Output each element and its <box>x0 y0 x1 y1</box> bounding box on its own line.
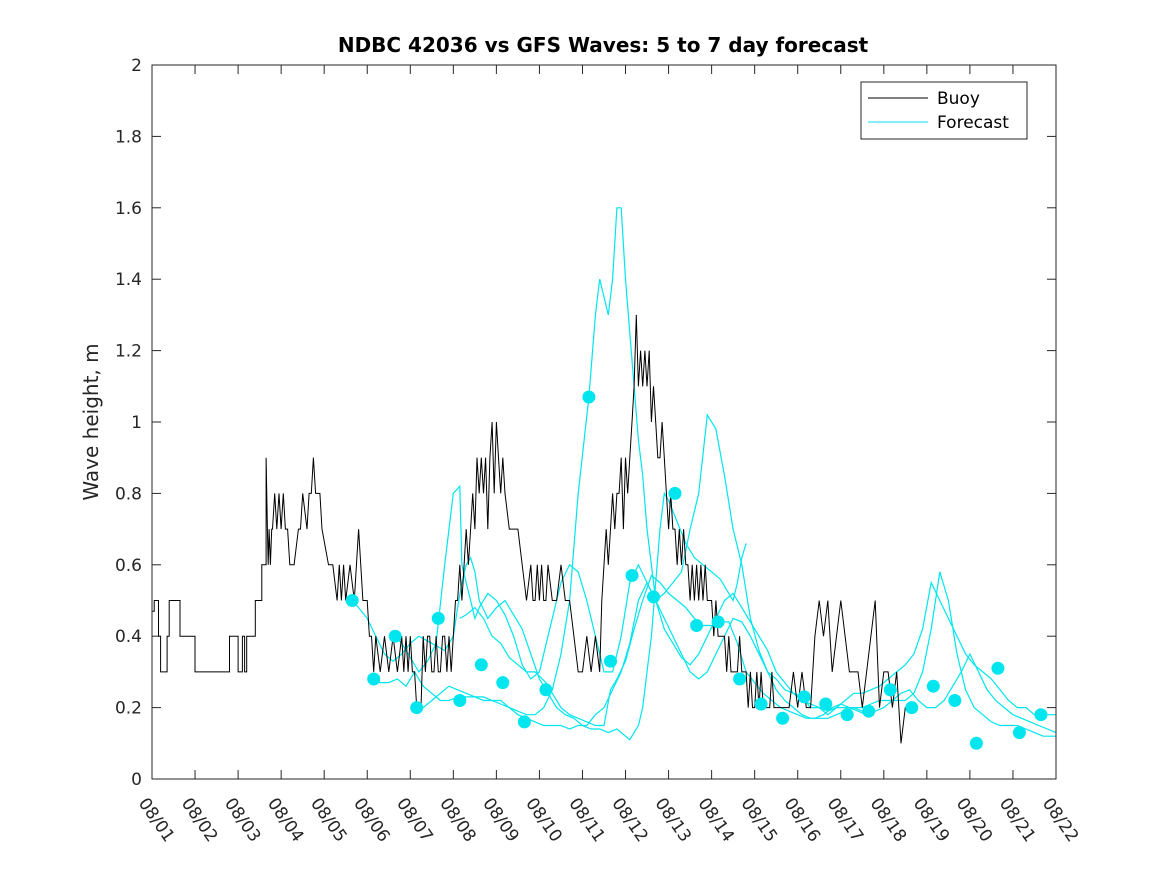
forecast-marker <box>948 694 962 707</box>
forecast-marker <box>819 697 833 711</box>
forecast-marker <box>905 701 919 715</box>
y-tick-labels: 0 0.2 0.4 0.6 0.8 1 1.2 1.4 1.6 1.8 2 <box>115 56 142 790</box>
forecast-marker <box>776 711 790 725</box>
legend-box <box>860 81 1028 140</box>
forecast-marker <box>345 594 359 607</box>
forecast-marker <box>388 629 402 643</box>
forecast-marker <box>926 679 940 693</box>
forecast-marker <box>840 708 854 722</box>
forecast-marker <box>991 661 1005 675</box>
forecast-marker <box>711 615 725 629</box>
legend: Buoy Forecast <box>860 81 1028 140</box>
forecast-marker <box>431 611 445 625</box>
forecast-marker <box>647 590 660 604</box>
forecast-marker <box>410 701 424 715</box>
forecast-marker <box>883 683 897 697</box>
forecast-marker <box>733 672 747 686</box>
legend-buoy-label: Buoy <box>937 89 980 109</box>
y-tick-label: 0 <box>131 770 142 790</box>
y-tick-label: 0.8 <box>115 484 142 504</box>
forecast-marker <box>625 569 639 582</box>
y-tick-label: 0.6 <box>115 556 142 576</box>
y-tick-label: 1 <box>131 413 142 433</box>
forecast-marker <box>517 715 531 729</box>
y-tick-label: 1.4 <box>115 270 142 290</box>
legend-forecast-label: Forecast <box>937 113 1009 133</box>
forecast-marker <box>453 694 467 707</box>
tick-layer <box>151 64 1057 780</box>
y-tick-label: 0.2 <box>115 699 142 719</box>
y-tick-label: 0.4 <box>115 627 142 647</box>
forecast-marker <box>1034 708 1048 722</box>
forecast-marker <box>496 676 510 690</box>
forecast-marker <box>668 486 682 500</box>
forecast-marker <box>862 704 876 718</box>
forecast-marker <box>797 690 811 704</box>
y-tick-label: 1.8 <box>115 127 142 147</box>
forecast-marker <box>474 658 488 672</box>
chart-title: NDBC 42036 vs GFS Waves: 5 to 7 day fore… <box>338 33 869 57</box>
forecast-marker <box>1012 726 1026 740</box>
plot-area <box>151 64 1057 780</box>
buoy-line <box>152 314 910 744</box>
forecast-marker <box>754 697 768 711</box>
forecast-marker <box>539 683 553 697</box>
y-tick-label: 2 <box>131 56 142 76</box>
y-tick-label: 1.6 <box>115 199 142 219</box>
marker-layer <box>345 390 1048 750</box>
forecast-marker <box>604 654 617 668</box>
forecast-marker <box>367 672 381 686</box>
axes-background <box>152 65 1056 779</box>
y-tick-label: 1.2 <box>115 342 142 362</box>
series-layer <box>152 207 1057 744</box>
forecast-marker <box>969 736 983 750</box>
y-axis-label: Wave height, m <box>79 343 103 500</box>
forecast-line-4 <box>416 207 1056 737</box>
forecast-line-5 <box>459 574 1057 734</box>
forecast-marker <box>582 390 596 404</box>
forecast-marker <box>690 619 704 632</box>
